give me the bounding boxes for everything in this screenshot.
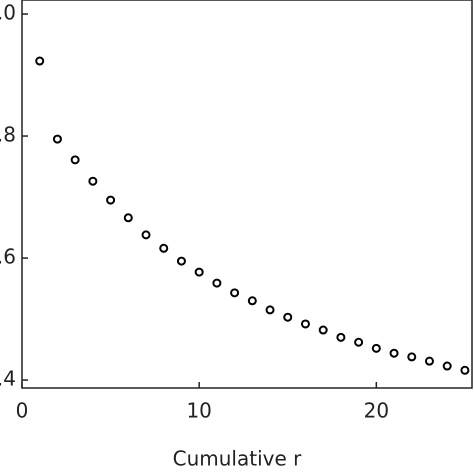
y-tick-label: 0.4 [0, 367, 16, 391]
point [283, 312, 293, 322]
point [176, 256, 186, 266]
point [247, 296, 257, 306]
point [52, 134, 62, 144]
point [300, 319, 310, 329]
point [442, 361, 452, 371]
point [354, 337, 364, 347]
point [159, 243, 169, 253]
y-tick-label: 0.6 [0, 245, 16, 269]
point [407, 352, 417, 362]
x-tick-label: 0 [16, 399, 29, 423]
point [194, 267, 204, 277]
x-axis-label: Cumulative r [173, 447, 303, 471]
point [318, 325, 328, 335]
point [389, 348, 399, 358]
y-tick-label: 1.0 [0, 1, 16, 25]
point [371, 343, 381, 353]
point [88, 176, 98, 186]
point [460, 365, 470, 375]
point [230, 288, 240, 298]
point [212, 278, 222, 288]
x-tick-label: 10 [186, 399, 211, 423]
point [70, 155, 80, 165]
point [106, 195, 116, 205]
point [336, 332, 346, 342]
plot-frame [21, 0, 473, 389]
point [123, 213, 133, 223]
y-tick-label: 0.8 [0, 123, 16, 147]
point [424, 356, 434, 366]
point [141, 230, 151, 240]
point [35, 56, 45, 66]
point [265, 305, 275, 315]
x-tick-label: 20 [364, 399, 389, 423]
